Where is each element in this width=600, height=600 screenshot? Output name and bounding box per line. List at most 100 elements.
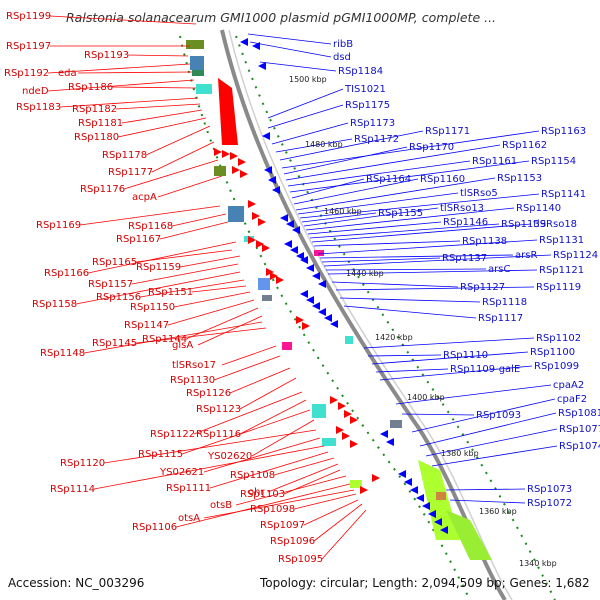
- right-gene-label: RSp1118: [482, 297, 527, 308]
- leader-line: [87, 241, 237, 274]
- reverse-gene-arrow: [428, 510, 436, 518]
- leader-line: [267, 88, 344, 119]
- map-title: Ralstonia solanacearum GMI1000 plasmid p…: [66, 10, 496, 25]
- kbp-label: 1400 kbp: [407, 393, 445, 402]
- leader-line: [75, 271, 241, 305]
- right-gene-label: RSp1072: [527, 498, 572, 509]
- leader-line: [281, 130, 540, 169]
- leader-line: [449, 499, 526, 504]
- leader-line: [229, 367, 291, 394]
- reverse-gene-arrow: [440, 526, 448, 534]
- leader-line: [395, 384, 552, 405]
- left-gene-label: RSp1169: [36, 220, 81, 231]
- left-gene-label: RSp1182: [72, 104, 117, 115]
- leader-line: [235, 475, 347, 506]
- leader-line: [419, 412, 557, 447]
- leader-line: [293, 178, 419, 205]
- right-gene-label: RSp1137: [442, 253, 487, 264]
- feature-block: [186, 40, 204, 49]
- right-gene-label: RSp1155: [378, 208, 423, 219]
- left-gene-label: RSp1197: [6, 41, 51, 52]
- left-gene-label: RSp1126: [186, 388, 231, 399]
- right-gene-label: RSp1093: [476, 410, 521, 421]
- leader-line: [335, 286, 535, 291]
- leader-line: [323, 254, 552, 267]
- leader-line: [317, 239, 538, 255]
- right-gene-label: RSp1154: [531, 156, 576, 167]
- leader-line: [291, 178, 365, 199]
- reverse-gene-arrow: [324, 314, 332, 322]
- left-gene-label: RSp1114: [50, 484, 95, 495]
- left-gene-label: RSp1193: [84, 50, 129, 61]
- leader-line: [313, 240, 461, 247]
- features: [186, 40, 492, 560]
- right-gene-label: RSp1162: [502, 140, 547, 151]
- right-gene-labels: ribB dsd RSp1184 TIS1021 RSp1175 RSp1173 RSp11…: [333, 39, 600, 509]
- left-gene-label: RSp1144: [142, 334, 187, 345]
- reverse-gene-arrow: [380, 430, 388, 438]
- reverse-gene-arrow: [312, 302, 320, 310]
- reverse-gene-arrow: [422, 502, 430, 510]
- leader-line: [151, 141, 215, 173]
- leader-line: [303, 207, 439, 227]
- right-gene-label: RSp1140: [516, 203, 561, 214]
- leader-line: [271, 122, 349, 145]
- leader-line: [173, 291, 251, 308]
- kbp-label: 1340 kbp: [519, 559, 557, 568]
- leader-line: [425, 428, 558, 457]
- left-gene-label: RSp1098: [250, 504, 295, 515]
- feature-block: [214, 166, 226, 176]
- forward-gene-arrow: [252, 212, 260, 220]
- leader-line: [267, 104, 344, 129]
- reverse-gene-arrow: [306, 296, 314, 304]
- leader-line: [279, 130, 424, 161]
- left-gene-label: RSp1148: [40, 348, 85, 359]
- right-gene-label: RSp1141: [541, 189, 586, 200]
- leader-line: [363, 337, 535, 349]
- ruler-inner: [235, 35, 556, 600]
- forward-gene-arrow: [276, 276, 284, 284]
- leader-line: [295, 177, 496, 211]
- leader-line: [267, 463, 339, 493]
- leader-line: [221, 345, 277, 366]
- forward-gene-arrow: [232, 166, 240, 174]
- leader-line: [273, 457, 335, 476]
- reverse-gene-arrow: [330, 320, 338, 328]
- right-gene-label: RSp1184: [338, 66, 383, 77]
- left-gene-label: ohr: [248, 487, 265, 498]
- leader-line: [331, 281, 459, 288]
- right-gene-label: RSp1160: [420, 174, 465, 185]
- feature-block: [262, 295, 272, 301]
- leader-line: [139, 279, 245, 298]
- reverse-gene-arrow: [312, 272, 320, 280]
- left-gene-label: RSp1145: [92, 338, 137, 349]
- leader-line: [209, 451, 329, 489]
- forward-gene-arrow: [336, 426, 344, 434]
- left-gene-label: RSp1180: [74, 132, 119, 143]
- leader-line: [297, 192, 459, 215]
- reverse-gene-arrow: [410, 486, 418, 494]
- feature-arrow: [218, 78, 238, 145]
- right-gene-label: RSp1099: [534, 361, 579, 372]
- leader-line: [203, 489, 355, 519]
- leader-line: [79, 205, 221, 226]
- kbp-label: 1440 kbp: [346, 269, 384, 278]
- leader-line: [301, 212, 377, 223]
- forward-gene-arrow: [240, 170, 248, 178]
- left-gene-label: otsB: [210, 500, 232, 511]
- reverse-gene-arrow: [434, 518, 442, 526]
- forward-gene-arrow: [344, 410, 352, 418]
- left-gene-label: acpA: [132, 192, 157, 203]
- left-leader-lines: [47, 15, 367, 560]
- leader-line: [131, 263, 239, 285]
- leader-line: [123, 159, 219, 190]
- left-gene-label: RSp1150: [130, 302, 175, 313]
- left-gene-label: RSp1167: [116, 234, 161, 245]
- right-gene-label: RSp1163: [541, 126, 586, 137]
- leader-line: [303, 499, 359, 526]
- kbp-scale-labels: 1500 kbp 1480 kbp 1460 kbp 1440 kbp 1420 kbp…: [289, 75, 557, 568]
- left-gene-label: RSp1181: [78, 118, 123, 129]
- right-gene-label: RSp1139: [501, 219, 546, 230]
